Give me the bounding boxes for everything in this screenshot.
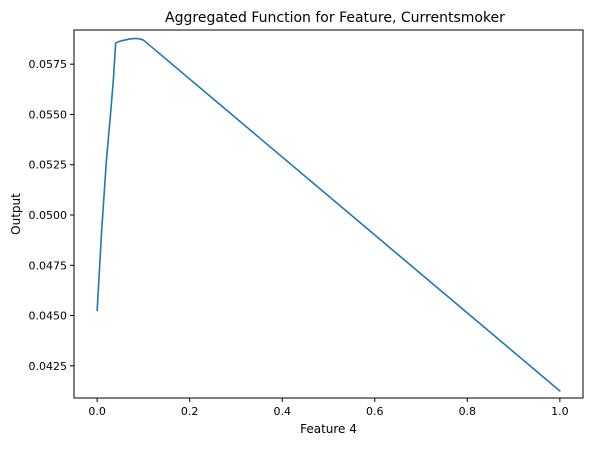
y-tick-label: 0.0525 [29, 159, 68, 172]
x-tick-label: 0.4 [273, 405, 291, 418]
y-tick-label: 0.0550 [29, 108, 68, 121]
y-axis-ticks: 0.0425 0.0450 0.0475 0.0500 0.0525 0.0550 0.05… [29, 58, 74, 373]
series-line [96, 37, 561, 392]
x-tick-label: 0.2 [181, 405, 199, 418]
y-tick-label: 0.0450 [29, 310, 68, 323]
x-axis-label: Feature 4 [300, 422, 357, 436]
x-axis-ticks: 0.0 0.2 0.4 0.6 0.8 1.0 [88, 398, 569, 418]
series-layer [96, 37, 561, 392]
x-tick-label: 0.0 [88, 405, 106, 418]
plot-area-frame [73, 29, 584, 399]
x-tick-label: 0.8 [459, 405, 477, 418]
x-tick-label: 1.0 [551, 405, 569, 418]
y-axis-label: Output [9, 193, 23, 235]
chart-title: Aggregated Function for Feature, Current… [165, 10, 505, 26]
y-tick-label: 0.0500 [29, 209, 68, 222]
y-tick-label: 0.0425 [29, 360, 68, 373]
y-tick-label: 0.0575 [29, 58, 68, 71]
y-tick-label: 0.0475 [29, 259, 68, 272]
x-tick-label: 0.6 [366, 405, 384, 418]
